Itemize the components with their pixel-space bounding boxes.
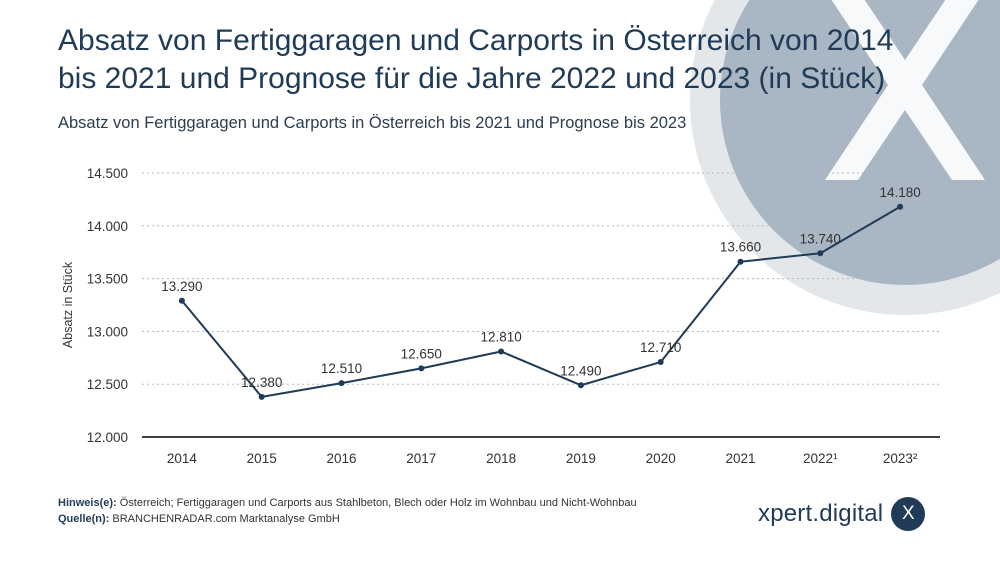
- data-point: [338, 380, 345, 387]
- data-label: 13.290: [161, 279, 202, 294]
- data-label: 12.650: [401, 346, 442, 361]
- data-label: 12.380: [241, 375, 282, 390]
- brand-name: xpert.digital: [758, 500, 884, 527]
- x-tick-label: 2016: [326, 451, 356, 466]
- quelle-line: Quelle(n): BRANCHENRADAR.com Marktanalys…: [58, 511, 637, 527]
- quelle-text: BRANCHENRADAR.com Marktanalyse GmbH: [112, 513, 340, 525]
- x-tick-label: 2020: [646, 451, 676, 466]
- quelle-label: Quelle(n):: [58, 513, 110, 525]
- data-point: [418, 365, 425, 372]
- hinweis-label: Hinweis(e):: [58, 497, 117, 509]
- y-tick-label: 13.500: [87, 272, 128, 287]
- data-point: [817, 250, 824, 257]
- data-label: 12.510: [321, 361, 362, 376]
- brand-logo: xpert.digital X: [758, 497, 926, 531]
- x-tick-label: 2017: [406, 451, 436, 466]
- data-point: [657, 359, 664, 366]
- data-point: [178, 297, 185, 304]
- chart-subtitle: Absatz von Fertiggaragen und Carports in…: [58, 114, 687, 132]
- x-tick-label: 2022¹: [803, 451, 838, 466]
- footnote: Hinweis(e): Österreich; Fertiggaragen un…: [58, 495, 637, 527]
- hinweis-line: Hinweis(e): Österreich; Fertiggaragen un…: [58, 495, 637, 511]
- x-tick-label: 2019: [566, 451, 596, 466]
- data-point: [498, 348, 505, 355]
- x-tick-label: 2023²: [883, 451, 918, 466]
- data-label: 13.660: [720, 240, 761, 255]
- y-tick-label: 14.000: [87, 219, 128, 234]
- y-tick-label: 12.500: [87, 377, 128, 392]
- y-axis-label: Absatz in Stück: [61, 261, 75, 348]
- x-tick-label: 2014: [167, 451, 198, 466]
- data-point: [897, 203, 904, 210]
- data-label: 12.710: [640, 340, 681, 355]
- brand-x-icon: X: [891, 497, 926, 531]
- x-tick-label: 2021: [725, 451, 755, 466]
- y-tick-label: 12.000: [87, 430, 128, 445]
- series-line: [181, 205, 901, 398]
- data-label: 13.740: [800, 231, 841, 246]
- x-tick-label: 2015: [247, 451, 277, 466]
- x-tick-label: 2018: [486, 451, 516, 466]
- data-point: [258, 393, 265, 400]
- y-tick-label: 13.000: [87, 324, 128, 339]
- hinweis-text: Österreich; Fertiggaragen und Carports a…: [119, 497, 637, 509]
- data-label: 12.490: [560, 363, 601, 378]
- data-point: [577, 382, 584, 389]
- data-point: [737, 258, 744, 265]
- y-tick-label: 14.500: [87, 166, 128, 181]
- data-label: 14.180: [879, 185, 920, 200]
- data-label: 12.810: [480, 329, 521, 344]
- chart-title: Absatz von Fertiggaragen und Carports in…: [58, 24, 894, 95]
